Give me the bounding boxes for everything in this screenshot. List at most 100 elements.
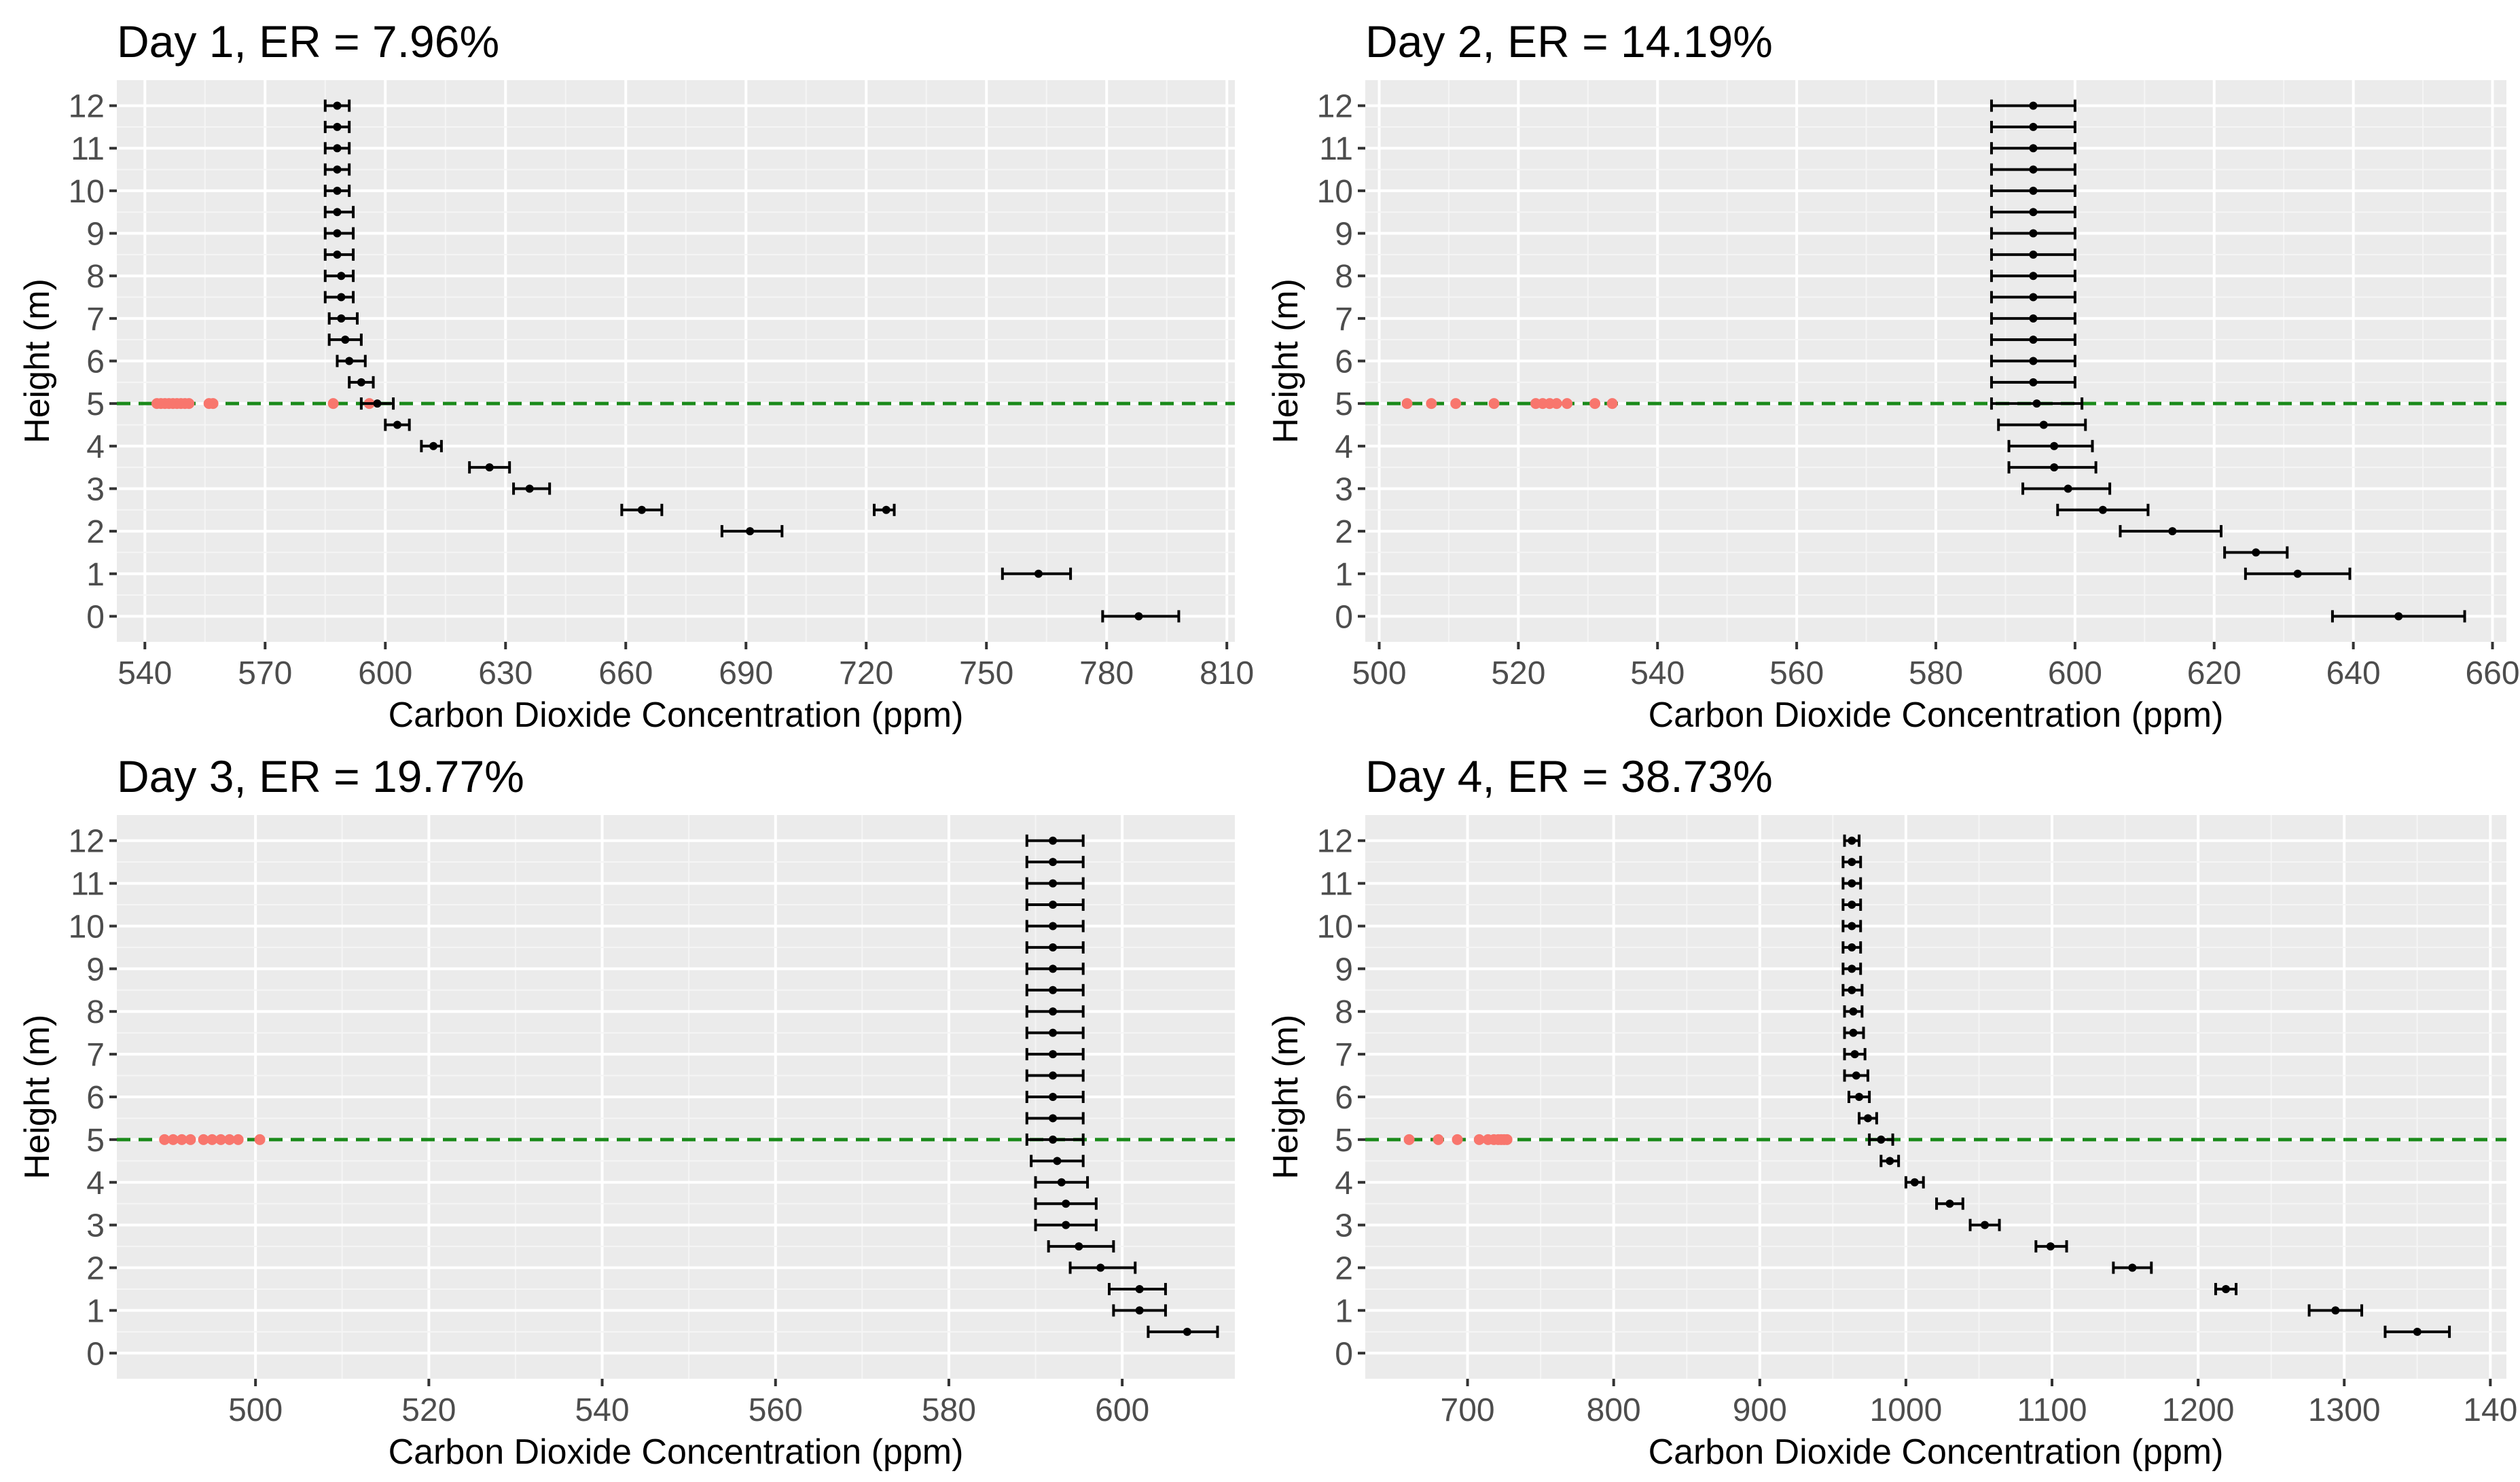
x-tick-label: 520: [1491, 655, 1545, 691]
data-point: [337, 272, 346, 281]
x-tick-label: 800: [1587, 1392, 1641, 1428]
y-tick-label: 12: [69, 89, 105, 125]
data-point: [2252, 548, 2261, 557]
surface-point: [254, 1134, 266, 1145]
x-tick-label: 500: [228, 1392, 283, 1428]
x-tick-label: 570: [238, 655, 292, 691]
x-tick-label: 560: [749, 1392, 803, 1428]
data-point: [1049, 901, 1058, 909]
data-point: [2029, 357, 2038, 365]
data-point: [1049, 943, 1058, 952]
data-point: [2046, 1242, 2055, 1251]
data-point: [2029, 336, 2038, 344]
data-point: [1849, 1007, 1858, 1016]
data-point: [1848, 901, 1856, 909]
y-tick-label: 3: [1335, 1208, 1353, 1244]
surface-point: [223, 1134, 235, 1145]
surface-point: [207, 398, 219, 410]
x-tick-label: 780: [1079, 655, 1134, 691]
data-point: [1848, 964, 1856, 973]
data-point: [333, 165, 342, 174]
data-point: [2029, 186, 2038, 195]
y-tick-label: 12: [69, 824, 105, 860]
data-point: [2050, 441, 2059, 450]
x-tick-label: 630: [478, 655, 533, 691]
surface-point: [232, 1134, 244, 1145]
surface-point: [327, 398, 339, 410]
y-tick-label: 5: [1335, 1123, 1353, 1159]
data-point: [333, 122, 342, 131]
data-point: [1049, 1007, 1058, 1016]
data-point: [1053, 1157, 1062, 1165]
data-point: [2029, 272, 2038, 281]
data-point: [1049, 1135, 1058, 1144]
surface-point: [1433, 1134, 1444, 1145]
y-tick-label: 5: [86, 1123, 105, 1159]
data-point: [357, 378, 365, 386]
data-point: [2029, 314, 2038, 323]
y-tick-label: 1: [86, 1293, 105, 1329]
data-point: [429, 441, 438, 450]
y-axis-title: Height (m): [1266, 1015, 1306, 1180]
x-tick-label: 580: [1909, 655, 1963, 691]
x-axis-title: Carbon Dioxide Concentration (ppm): [389, 1432, 964, 1472]
x-tick-label: 560: [1769, 655, 1824, 691]
data-point: [393, 420, 401, 429]
surface-point: [206, 1134, 218, 1145]
x-axis-title: Carbon Dioxide Concentration (ppm): [1649, 695, 2224, 735]
data-point: [2039, 420, 2048, 429]
surface-point: [159, 1134, 170, 1145]
data-point: [1049, 879, 1058, 888]
surface-point: [1401, 398, 1413, 410]
y-tick-label: 11: [1319, 867, 1353, 903]
chart-title: Day 4, ER = 38.73%: [1365, 751, 1773, 801]
data-point: [333, 250, 342, 259]
data-point: [337, 293, 346, 302]
x-tick-label: 690: [719, 655, 773, 691]
data-point: [2064, 484, 2072, 493]
chart-title: Day 3, ER = 19.77%: [117, 751, 524, 801]
y-tick-label: 6: [1335, 1080, 1353, 1116]
surface-point: [183, 398, 195, 410]
y-axis-title: Height (m): [1266, 278, 1306, 444]
data-point: [1049, 836, 1058, 845]
y-tick-label: 6: [1335, 344, 1353, 380]
data-point: [1981, 1221, 1990, 1229]
x-tick-label: 810: [1200, 655, 1254, 691]
x-tick-label: 640: [2326, 655, 2381, 691]
data-point: [1049, 1093, 1058, 1101]
data-point: [2029, 250, 2038, 259]
y-tick-label: 3: [1335, 471, 1353, 507]
data-point: [337, 314, 346, 323]
y-tick-label: 0: [1335, 599, 1353, 635]
data-point: [1049, 1028, 1058, 1037]
x-tick-label: 660: [598, 655, 653, 691]
panel-1: 540 570 600 630 660 690 720 750 780 8100123456789…: [18, 16, 1254, 735]
y-tick-label: 1: [1335, 557, 1353, 593]
x-tick-label: 600: [2048, 655, 2102, 691]
y-tick-label: 12: [1317, 89, 1353, 125]
x-tick-label: 540: [1630, 655, 1685, 691]
y-tick-label: 9: [1335, 217, 1353, 253]
x-tick-label: 520: [401, 1392, 456, 1428]
y-tick-label: 4: [1335, 429, 1353, 465]
data-point: [1057, 1178, 1066, 1187]
y-tick-label: 1: [1335, 1293, 1353, 1329]
data-point: [882, 505, 890, 514]
surface-point: [1403, 1134, 1415, 1145]
y-tick-label: 9: [86, 952, 105, 988]
data-point: [1135, 1306, 1144, 1315]
y-tick-label: 5: [1335, 386, 1353, 422]
data-point: [1049, 1114, 1058, 1123]
x-tick-label: 600: [358, 655, 412, 691]
surface-point: [1606, 398, 1618, 410]
y-tick-label: 11: [71, 867, 105, 903]
y-tick-label: 10: [69, 909, 105, 945]
data-point: [341, 336, 350, 344]
y-tick-label: 0: [86, 599, 105, 635]
y-tick-label: 3: [86, 471, 105, 507]
surface-point: [1551, 398, 1562, 410]
data-point: [1049, 1050, 1058, 1059]
data-point: [2128, 1263, 2137, 1272]
data-point: [2029, 208, 2038, 217]
